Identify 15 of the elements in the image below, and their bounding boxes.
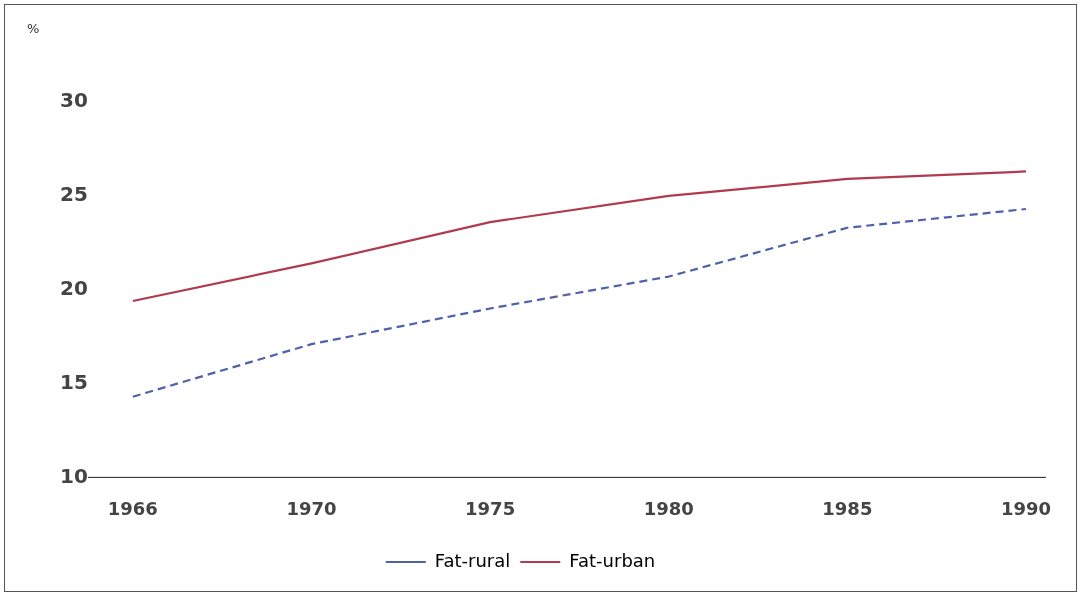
x-tick-label: 1990 [1000, 497, 1052, 519]
legend-label: Fat-rural [434, 549, 511, 571]
y-tick-label: 25 [59, 182, 88, 207]
y-tick-label: 30 [59, 88, 88, 113]
y-tick-label: 15 [59, 369, 88, 394]
x-tick-label: 1975 [465, 497, 516, 519]
x-tick-label: 1970 [286, 497, 337, 519]
line-series [131, 207, 1028, 398]
y-tick-label: 10 [59, 463, 88, 488]
legend-label: Fat-urban [569, 549, 656, 571]
x-tick-label: 1980 [643, 497, 694, 519]
x-tick-label: 1966 [107, 497, 158, 519]
x-tick-label: 1985 [822, 497, 873, 519]
y-tick-label: 20 [59, 275, 88, 300]
y-axis-title: % [27, 21, 40, 36]
